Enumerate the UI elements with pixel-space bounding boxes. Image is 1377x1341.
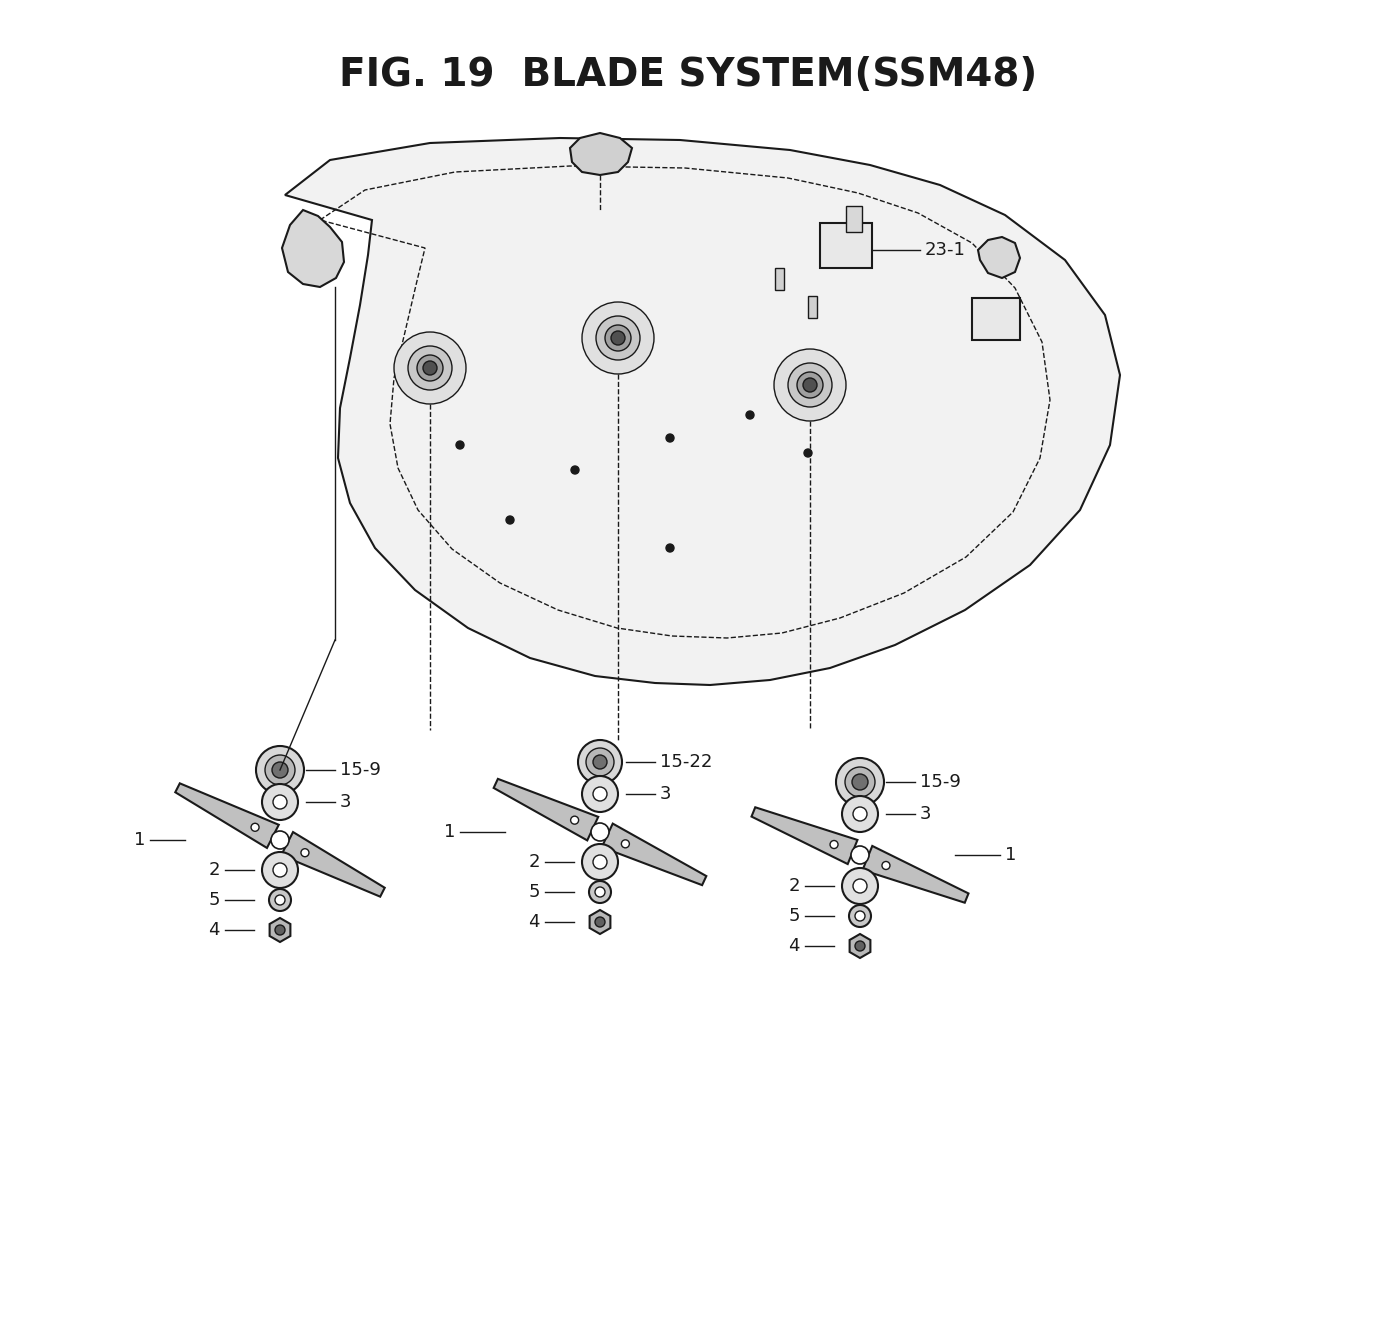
Circle shape	[830, 841, 839, 849]
Circle shape	[302, 849, 308, 857]
Text: 1: 1	[443, 823, 454, 841]
Circle shape	[264, 755, 295, 784]
Polygon shape	[862, 846, 968, 902]
Circle shape	[578, 740, 622, 784]
Text: 15-22: 15-22	[660, 754, 712, 771]
Circle shape	[456, 441, 464, 449]
Polygon shape	[285, 138, 1120, 685]
Circle shape	[593, 856, 607, 869]
Text: 23-1: 23-1	[925, 241, 965, 259]
Circle shape	[423, 361, 437, 375]
Bar	[845, 207, 862, 232]
Circle shape	[852, 807, 868, 821]
Text: 5: 5	[208, 890, 220, 909]
Circle shape	[271, 831, 289, 849]
Circle shape	[570, 817, 578, 825]
Text: 3: 3	[340, 793, 351, 811]
Circle shape	[269, 889, 291, 911]
Circle shape	[417, 355, 443, 381]
Circle shape	[275, 894, 285, 905]
Circle shape	[582, 776, 618, 813]
Circle shape	[582, 843, 618, 880]
Text: 2: 2	[789, 877, 800, 894]
Circle shape	[852, 774, 868, 790]
Circle shape	[845, 767, 874, 797]
Circle shape	[596, 316, 640, 359]
Circle shape	[851, 846, 869, 864]
Circle shape	[273, 762, 288, 778]
Circle shape	[505, 516, 514, 524]
Text: 2: 2	[529, 853, 540, 872]
Text: 1: 1	[134, 831, 145, 849]
Circle shape	[855, 941, 865, 951]
Circle shape	[836, 758, 884, 806]
Circle shape	[774, 349, 845, 421]
Text: 1: 1	[1005, 846, 1016, 864]
Polygon shape	[494, 779, 598, 841]
Bar	[819, 223, 872, 268]
Circle shape	[797, 371, 823, 398]
Polygon shape	[570, 133, 632, 174]
Circle shape	[611, 331, 625, 345]
Circle shape	[587, 748, 614, 776]
Circle shape	[589, 881, 611, 902]
Text: 5: 5	[529, 882, 540, 901]
Text: 4: 4	[529, 913, 540, 931]
Circle shape	[855, 911, 865, 921]
Text: 2: 2	[208, 861, 220, 878]
Bar	[775, 268, 784, 290]
Circle shape	[273, 864, 286, 877]
Circle shape	[852, 878, 868, 893]
Text: 15-9: 15-9	[920, 772, 961, 791]
Circle shape	[394, 333, 465, 404]
Text: 4: 4	[789, 937, 800, 955]
Circle shape	[408, 346, 452, 390]
Circle shape	[262, 784, 297, 819]
Circle shape	[850, 905, 872, 927]
Circle shape	[621, 839, 629, 848]
Circle shape	[666, 434, 673, 443]
Bar	[808, 296, 817, 318]
Circle shape	[251, 823, 259, 831]
Polygon shape	[282, 211, 344, 287]
Circle shape	[605, 325, 631, 351]
Circle shape	[262, 852, 297, 888]
Circle shape	[841, 797, 879, 831]
Circle shape	[582, 302, 654, 374]
Circle shape	[881, 861, 890, 869]
Circle shape	[595, 917, 605, 927]
Circle shape	[591, 823, 609, 841]
Bar	[972, 298, 1020, 341]
Circle shape	[746, 410, 755, 418]
Circle shape	[571, 467, 578, 473]
Polygon shape	[602, 823, 706, 885]
Circle shape	[666, 544, 673, 552]
Polygon shape	[752, 807, 858, 864]
Circle shape	[804, 449, 812, 457]
Text: 3: 3	[920, 805, 931, 823]
Text: 15-9: 15-9	[340, 760, 381, 779]
Circle shape	[273, 795, 286, 809]
Circle shape	[841, 868, 879, 904]
Circle shape	[256, 746, 304, 794]
Circle shape	[593, 755, 607, 768]
Polygon shape	[175, 783, 278, 848]
Text: 5: 5	[789, 907, 800, 925]
Circle shape	[275, 925, 285, 935]
Polygon shape	[281, 831, 384, 897]
Circle shape	[595, 886, 605, 897]
Circle shape	[788, 363, 832, 408]
Text: FIG. 19  BLADE SYSTEM(SSM48): FIG. 19 BLADE SYSTEM(SSM48)	[339, 56, 1037, 94]
Polygon shape	[978, 237, 1020, 278]
Circle shape	[803, 378, 817, 392]
Text: 4: 4	[208, 921, 220, 939]
Circle shape	[593, 787, 607, 801]
Text: 3: 3	[660, 784, 672, 803]
